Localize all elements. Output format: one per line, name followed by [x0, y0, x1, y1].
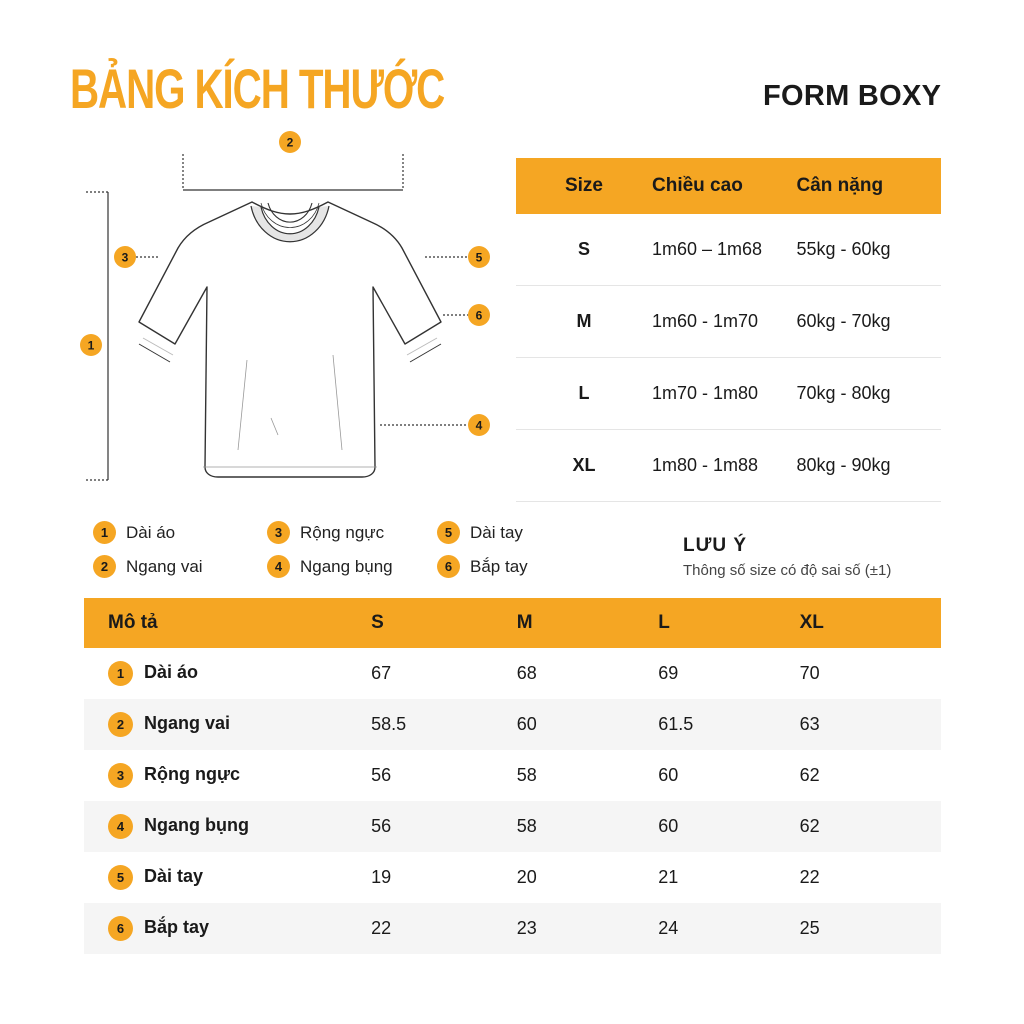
svg-text:6: 6: [476, 309, 483, 323]
svg-text:4: 4: [476, 419, 483, 433]
svg-text:5: 5: [476, 251, 483, 265]
svg-text:3: 3: [122, 251, 129, 265]
svg-text:1: 1: [88, 339, 95, 353]
svg-text:2: 2: [287, 136, 294, 150]
